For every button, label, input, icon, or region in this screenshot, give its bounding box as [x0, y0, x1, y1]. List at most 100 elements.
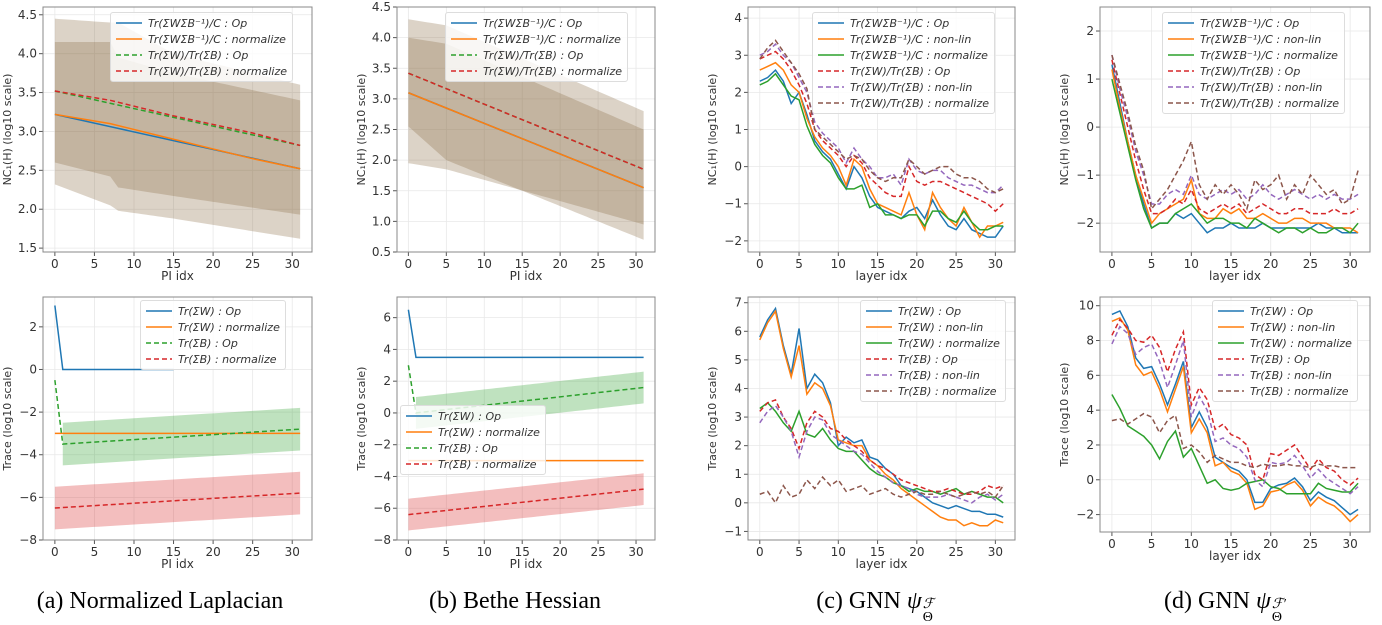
legend-label: Tr(ΣB) : Op	[898, 352, 958, 366]
legend-entry: Tr(ΣW)/Tr(ΣB) : Op	[116, 47, 287, 63]
x-tick-label: 0	[756, 257, 764, 271]
legend-entry: Tr(ΣWΣB⁻¹)/C : normalize	[116, 31, 287, 47]
series-line	[408, 92, 644, 189]
series-line	[1111, 54, 1359, 205]
legend-swatch	[866, 374, 892, 376]
axes-frame	[396, 6, 656, 253]
y-tick-label: 8	[1086, 334, 1094, 348]
legend-label: Tr(ΣWΣB⁻¹)/C : Op	[483, 16, 583, 30]
legend-entry: Tr(ΣW) : Op	[866, 303, 1000, 319]
caption-d-text: (d) GNN	[1164, 588, 1256, 614]
y-tick-label: 0	[734, 160, 742, 174]
x-tick-label: 30	[1343, 257, 1358, 271]
legend-swatch	[116, 38, 142, 40]
series-line	[54, 305, 174, 371]
legend-label: Tr(ΣB) : Op	[178, 336, 238, 350]
x-tick-label: 10	[1184, 257, 1199, 271]
y-axis-label: NC₁(H) (log10 scale)	[355, 74, 368, 186]
caption-a-text: (a) Normalized Laplacian	[36, 588, 284, 614]
legend-entry: Tr(ΣW)/Tr(ΣB) : normalize	[451, 63, 622, 79]
axes-frame	[1099, 6, 1371, 253]
x-tick-label: 10	[1184, 537, 1199, 551]
x-tick-label: 10	[126, 257, 141, 271]
legend-label: Tr(ΣW)/Tr(ΣB) : normalize	[1200, 96, 1340, 110]
x-tick-label: 5	[795, 257, 803, 271]
legend-label: Tr(ΣW) : Op	[898, 304, 962, 318]
y-tick-label: −4	[373, 469, 391, 483]
legend-swatch	[818, 54, 844, 56]
y-axis-label: Trace (log10 scale)	[706, 367, 719, 472]
x-tick-label: 25	[1303, 257, 1318, 271]
legend-entry: Tr(ΣWΣB⁻¹)/C : Op	[818, 15, 989, 31]
x-tick-label: 15	[166, 257, 181, 271]
y-tick-label: 0	[29, 362, 37, 376]
y-tick-label: 4.0	[372, 31, 391, 45]
caption-c-symbol: ψ	[906, 588, 922, 614]
series-line	[408, 72, 644, 171]
x-tick-label: 25	[245, 545, 260, 559]
y-tick-label: 2.5	[372, 123, 391, 137]
legend-label: Tr(ΣB) : normalize	[438, 457, 537, 471]
y-tick-label: 1.0	[372, 214, 391, 228]
legend-label: Tr(ΣW)/Tr(ΣB) : normalize	[483, 64, 623, 78]
legend-entry: Tr(ΣB) : Op	[146, 335, 280, 351]
legend-label: Tr(ΣW)/Tr(ΣB) : Op	[483, 48, 584, 62]
y-axis-label: Trace (log10 scale)	[1058, 363, 1071, 468]
legend-label: Tr(ΣB) : Op	[438, 441, 498, 455]
legend: Tr(ΣW) : Op Tr(ΣW) : non-lin Tr(ΣW) : norm…	[860, 300, 1006, 402]
x-tick-label: 20	[1263, 537, 1278, 551]
legend-swatch	[406, 463, 432, 465]
legend-swatch	[451, 54, 477, 56]
legend: Tr(ΣW) : Op Tr(ΣW) : non-lin Tr(ΣW) : norm…	[1212, 300, 1358, 402]
x-tick-label: 30	[988, 545, 1003, 559]
caption-c-sup: ℱ	[922, 597, 934, 612]
legend-label: Tr(ΣW) : normalize	[1250, 336, 1352, 350]
legend-entry: Tr(ΣW) : normalize	[406, 424, 540, 440]
y-tick-label: −2	[1076, 508, 1094, 522]
y-tick-label: 0	[1086, 473, 1094, 487]
legend-label: Tr(ΣWΣB⁻¹)/C : Op	[850, 16, 950, 30]
caption-c-sub: Θ	[922, 610, 933, 625]
legend-entry: Tr(ΣW)/Tr(ΣB) : normalize	[1168, 95, 1339, 111]
x-tick-label: 25	[590, 257, 605, 271]
axes-frame	[42, 296, 313, 541]
caption-c-text: (c) GNN	[816, 588, 907, 614]
x-tick-label: 0	[756, 545, 764, 559]
x-tick-label: 15	[870, 545, 885, 559]
legend-swatch	[451, 38, 477, 40]
y-tick-label: −8	[19, 533, 37, 547]
plot-marks	[759, 39, 1004, 239]
legend-entry: Tr(ΣW) : non-lin	[1218, 319, 1352, 335]
legend-swatch	[406, 415, 432, 417]
legend-entry: Tr(ΣW)/Tr(ΣB) : Op	[818, 63, 989, 79]
legend-label: Tr(ΣW) : non-lin	[898, 320, 984, 334]
axes-frame	[42, 6, 313, 253]
legend-label: Tr(ΣW)/Tr(ΣB) : normalize	[148, 64, 288, 78]
y-tick-label: 3.5	[18, 86, 37, 100]
series-line	[1111, 54, 1359, 211]
legend-entry: Tr(ΣW) : non-lin	[866, 319, 1000, 335]
legend-entry: Tr(ΣW) : normalize	[866, 335, 1000, 351]
x-tick-label: 5	[443, 545, 451, 559]
legend-label: Tr(ΣWΣB⁻¹)/C : Op	[148, 16, 248, 30]
x-tick-label: 20	[205, 257, 220, 271]
legend-label: Tr(ΣWΣB⁻¹)/C : normalize	[483, 32, 621, 46]
legend-swatch	[818, 38, 844, 40]
series-line	[759, 42, 1004, 194]
series-line	[1111, 394, 1359, 495]
x-tick-label: 30	[628, 545, 643, 559]
x-tick-label: 30	[628, 257, 643, 271]
series-line	[54, 90, 301, 147]
x-tick-label: 15	[515, 257, 530, 271]
y-tick-label: 2	[734, 439, 742, 453]
caption-d-sup: ℱ′	[1271, 597, 1286, 612]
x-axis-label: layer idx	[856, 557, 908, 571]
legend-label: Tr(ΣW) : normalize	[438, 425, 540, 439]
x-tick-label: 15	[1223, 537, 1238, 551]
y-tick-label: 0	[734, 496, 742, 510]
legend-label: Tr(ΣWΣB⁻¹)/C : normalize	[1200, 48, 1338, 62]
legend-swatch	[116, 54, 142, 56]
legend-label: Tr(ΣW) : Op	[1250, 304, 1314, 318]
axes-frame	[1099, 296, 1371, 533]
series-line	[407, 309, 644, 359]
